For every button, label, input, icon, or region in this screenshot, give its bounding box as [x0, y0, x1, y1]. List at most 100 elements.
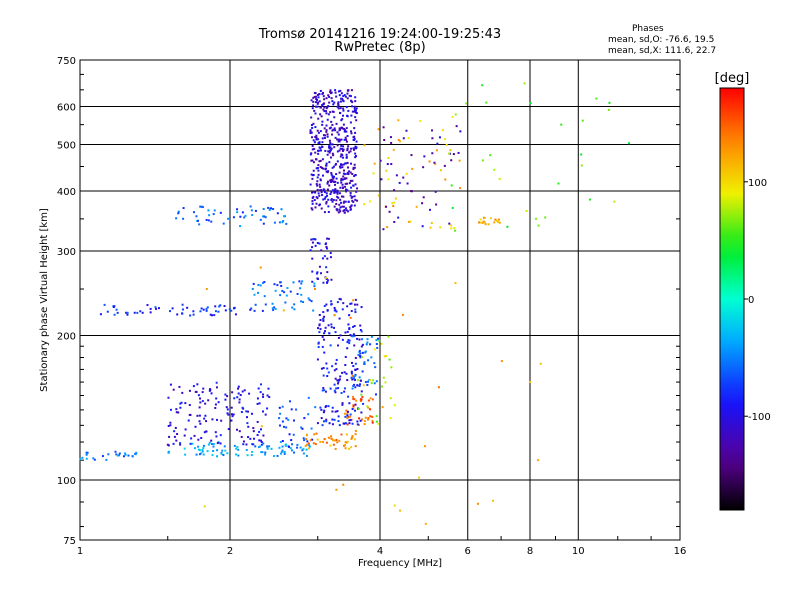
data-point [346, 412, 349, 415]
data-point [352, 138, 355, 141]
data-point [189, 413, 192, 416]
data-point [318, 313, 321, 316]
data-point [285, 417, 288, 420]
data-point [345, 433, 348, 436]
data-point [336, 191, 339, 194]
data-point [383, 355, 386, 358]
data-point [179, 406, 182, 409]
data-point [278, 406, 281, 409]
data-point [337, 102, 340, 105]
data-point [247, 410, 250, 413]
data-point [253, 437, 256, 440]
data-point [105, 458, 108, 461]
data-point [281, 420, 284, 423]
data-point [338, 424, 341, 427]
data-point [331, 418, 334, 421]
data-point [364, 416, 367, 419]
data-point [115, 453, 118, 456]
data-point [338, 208, 341, 211]
data-point [224, 393, 227, 396]
data-point [340, 153, 343, 156]
y-tick-label: 200 [57, 332, 76, 343]
data-point [431, 152, 434, 155]
data-point [445, 143, 448, 146]
data-point [435, 203, 438, 206]
data-point [359, 352, 362, 355]
data-point [327, 105, 330, 108]
data-point [544, 216, 547, 219]
data-point [318, 141, 321, 144]
data-point [332, 154, 335, 157]
data-point [334, 410, 337, 413]
data-point [248, 392, 251, 395]
data-point [351, 179, 354, 182]
data-point [214, 431, 217, 434]
data-point [182, 217, 185, 220]
data-point [350, 302, 353, 305]
data-point [223, 445, 226, 448]
data-point [330, 97, 333, 100]
data-point [181, 391, 184, 394]
data-point [319, 113, 322, 116]
data-point [347, 210, 350, 213]
data-point [351, 422, 354, 425]
data-point [419, 119, 422, 122]
data-point [344, 364, 347, 367]
data-point [310, 116, 313, 119]
data-point [339, 206, 342, 209]
data-point [197, 438, 200, 441]
data-point [301, 280, 304, 283]
data-point [184, 428, 187, 431]
data-point [222, 454, 225, 457]
data-point [357, 353, 360, 356]
data-point [307, 413, 310, 416]
data-point [192, 313, 195, 316]
data-point [380, 342, 383, 345]
data-point [322, 198, 325, 201]
data-point [393, 220, 396, 223]
data-point [314, 158, 317, 161]
data-point [208, 441, 211, 444]
data-point [232, 216, 235, 219]
data-point [378, 339, 381, 342]
data-point [317, 149, 320, 152]
data-point [279, 294, 282, 297]
chart-subtitle: RwPretec (8p) [334, 40, 426, 55]
data-point [343, 211, 346, 214]
data-point [344, 162, 347, 165]
data-point [339, 186, 342, 189]
data-point [237, 387, 240, 390]
data-point [106, 310, 109, 313]
data-point [205, 307, 208, 310]
data-point [367, 418, 370, 421]
data-point [323, 127, 326, 130]
data-point [329, 126, 332, 129]
data-point [322, 281, 325, 284]
data-point [243, 389, 246, 392]
data-point [279, 412, 282, 415]
data-point [310, 131, 313, 134]
data-point [196, 219, 199, 222]
data-point [314, 206, 317, 209]
data-point [348, 151, 351, 154]
data-point [392, 204, 395, 207]
data-point [437, 386, 440, 389]
data-point [203, 417, 206, 420]
data-point [266, 446, 269, 449]
data-point [322, 411, 325, 414]
data-point [181, 312, 184, 315]
data-point [459, 187, 462, 190]
data-point [311, 148, 314, 151]
data-point [299, 446, 302, 449]
data-point [334, 136, 337, 139]
data-point [354, 155, 357, 158]
data-point [291, 306, 294, 309]
data-point [322, 188, 325, 191]
data-point [397, 216, 400, 219]
data-point [362, 402, 365, 405]
data-point [316, 197, 319, 200]
data-point [254, 303, 257, 306]
data-point [482, 220, 485, 223]
data-point [349, 150, 352, 153]
data-point [323, 305, 326, 308]
